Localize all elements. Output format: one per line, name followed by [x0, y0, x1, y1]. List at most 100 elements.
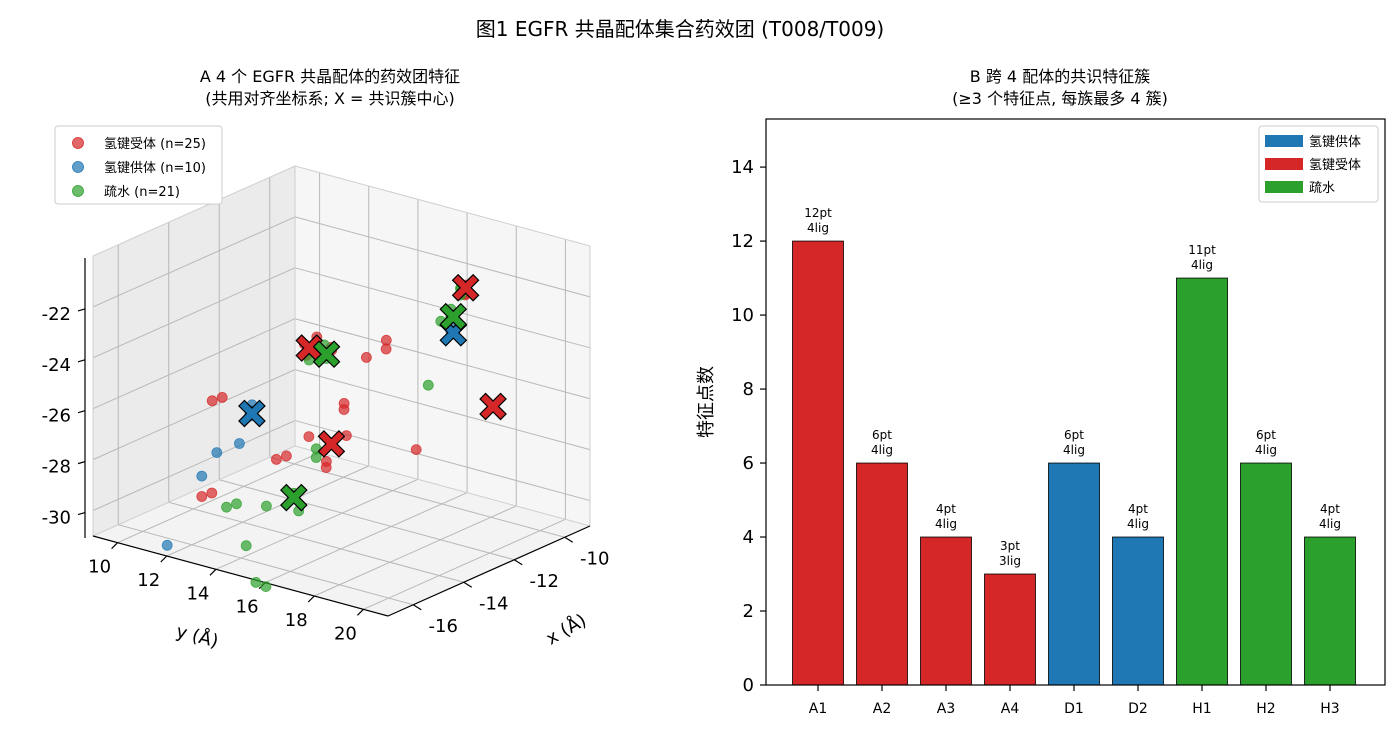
panel-a-3d-scatter: A 4 个 EGFR 共晶配体的药效团特征 (共用对齐坐标系; X = 共识簇中… [42, 67, 610, 652]
cluster-center-marker [317, 430, 346, 458]
legend-marker [72, 185, 84, 197]
bar-ligand-label: 4lig [1063, 443, 1085, 457]
y-tick-label: 2 [743, 601, 754, 622]
scatter-point [250, 577, 262, 588]
scatter-point [360, 351, 372, 363]
z-gridline [294, 216, 591, 298]
y-gridline [264, 492, 468, 584]
scatter-point [260, 500, 272, 512]
bar-D2 [1112, 536, 1164, 686]
y-tick-label: 0 [743, 675, 754, 696]
y-tick-label: 12 [137, 570, 160, 591]
y-gridline [215, 478, 419, 570]
x-tick-mark [463, 581, 473, 588]
z-gridline [92, 216, 296, 308]
x-gridline [219, 479, 515, 561]
z-gridline [294, 369, 591, 451]
x-tick-label: D2 [1128, 701, 1148, 717]
bar-point-label: 12pt [804, 206, 832, 220]
y-tick-mark [111, 542, 119, 550]
scatter-point [303, 431, 315, 443]
x-tick-label: A4 [1001, 701, 1020, 717]
scatter-point [206, 487, 218, 499]
legend-label: 疏水 (n=21) [104, 185, 180, 200]
bar-point-label: 4pt [936, 502, 956, 516]
panel-a-cluster-centers [238, 273, 507, 512]
y-gridline [363, 518, 566, 610]
legend-swatch [1265, 158, 1303, 170]
x-tick-mark [412, 604, 422, 611]
x-tick-label: A2 [873, 701, 891, 717]
x-axis-line [387, 525, 591, 617]
bar-ligand-label: 3lig [999, 554, 1021, 568]
scatter-point [280, 450, 292, 462]
bar-ligand-label: 4lig [1319, 517, 1341, 531]
y-axis-line [92, 535, 389, 617]
z-tick-mark [77, 359, 86, 363]
scatter-point [196, 491, 208, 502]
x-tick-label: H1 [1192, 701, 1211, 717]
scatter-point [221, 501, 232, 513]
panel-a-legend: 氢键受体 (n=25) 氢键供体 (n=10) 疏水 (n=21) [54, 125, 223, 205]
scatter-point [270, 453, 282, 465]
bar-ligand-label: 4lig [1191, 258, 1213, 272]
bar-ligand-label: 4lig [1255, 443, 1277, 457]
x-axis-label: x (Å) [542, 609, 590, 649]
y-tick-label: 16 [236, 597, 259, 618]
x-gridline [168, 501, 464, 583]
x-tick-mark [564, 536, 574, 543]
z-tick-label: -30 [42, 508, 71, 529]
x-gridline [118, 524, 414, 606]
panel-b-axes: 0 2 4 6 8 10 12 14 A1 A2 A3 A4 D1 D2 H1 H2 H3 特征点数 [696, 118, 1386, 717]
scatter-point [233, 438, 245, 449]
z-tick-mark [77, 511, 86, 516]
z-gridline [92, 267, 296, 359]
scatter-point [231, 498, 242, 510]
bar-point-label: 6pt [1256, 428, 1276, 442]
scatter-point [338, 404, 350, 415]
scatter-point [310, 452, 322, 463]
bar-ligand-label: 4lig [1127, 517, 1149, 531]
panel-a-ticks: -16 -14 -12 -10 10 12 14 16 18 20 -22 -24 -26 -28 -30 x… [42, 304, 610, 652]
bar-A2 [856, 462, 908, 686]
panel-b-subtitle: (≥3 个特征点, 每族最多 4 簇) [952, 89, 1168, 108]
panel-b-bars: 12pt4lig6pt4lig4pt4lig3pt3lig6pt4lig4pt4… [792, 206, 1356, 686]
floor-pane [93, 446, 590, 616]
z-gridline [92, 369, 296, 461]
z-tick-mark [77, 410, 86, 414]
x-tick-label: -12 [530, 571, 559, 592]
pane-edge [294, 445, 591, 527]
legend-frame [54, 125, 223, 205]
y-tick-label: 18 [285, 610, 308, 631]
legend-label: 氢键供体 (n=10) [104, 161, 206, 176]
x-tick-label: H2 [1256, 701, 1275, 717]
bar-point-label: 4pt [1320, 502, 1340, 516]
z-tick-label: -26 [42, 406, 71, 427]
panel-a-title: A 4 个 EGFR 共晶配体的药效团特征 [200, 67, 460, 86]
scatter-point [303, 354, 315, 366]
legend-swatch [1265, 181, 1303, 193]
bar-A1 [792, 240, 844, 686]
scatter-point [240, 540, 252, 552]
x-tick-mark [513, 559, 523, 566]
bar-ligand-label: 4lig [807, 221, 829, 235]
bar-A4 [984, 573, 1036, 686]
bar-D1 [1048, 462, 1100, 686]
pane-edge [294, 165, 591, 247]
scatter-point [320, 462, 332, 473]
bar-H3 [1304, 536, 1356, 686]
scatter-point [161, 539, 173, 551]
x-gridline [269, 456, 565, 538]
y-gridline [117, 452, 320, 544]
legend-label: 疏水 [1309, 181, 1335, 196]
bar-A3 [920, 536, 972, 686]
x-tick-label: -16 [429, 616, 458, 637]
z-tick-label: -28 [42, 457, 71, 478]
y-tick-label: 14 [731, 157, 754, 178]
y-tick-label: 4 [743, 527, 754, 548]
cluster-center-marker [479, 392, 507, 421]
bar-ligand-label: 4lig [871, 443, 893, 457]
z-tick-mark [77, 308, 86, 312]
